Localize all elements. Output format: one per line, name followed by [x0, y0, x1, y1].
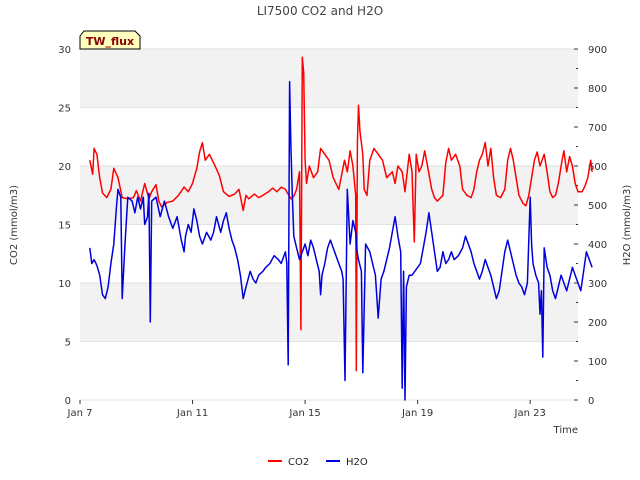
y2-tick-label: 600 [588, 162, 607, 173]
y-tick-label: 30 [58, 45, 71, 56]
x-tick-label: Jan 23 [514, 408, 546, 419]
y-tick-label: 15 [58, 221, 71, 232]
y2-tick-label: 200 [588, 318, 607, 329]
x-tick-label: Jan 19 [401, 408, 433, 419]
series-line-co2 [89, 56, 593, 372]
legend-label-co2: CO2 [288, 457, 309, 468]
y-tick-label: 10 [58, 279, 71, 290]
grid-band [80, 49, 578, 108]
y-axis-title: CO2 (mmol/m3) [9, 185, 20, 265]
left-axis: 0 5 10 15 20 25 30 [58, 45, 71, 407]
y-tick-label: 0 [65, 396, 71, 407]
y2-tick-label: 700 [588, 123, 607, 134]
legend: CO2 H2O [268, 457, 368, 468]
x-axis-title: Time [553, 425, 578, 436]
x-tick-label: Jan 15 [288, 408, 320, 419]
right-axis: 0 100 200 300 400 500 600 700 800 900 [574, 45, 607, 407]
y2-tick-label: 900 [588, 45, 607, 56]
y2-tick-label: 300 [588, 279, 607, 290]
chart-title: LI7500 CO2 and H2O [257, 4, 383, 18]
y2-tick-label: 100 [588, 357, 607, 368]
y2-tick-label: 500 [588, 201, 607, 212]
grid-band [80, 283, 578, 342]
y2-axis-title: H2O (mmol/m3) [622, 185, 633, 266]
y2-tick-label: 0 [588, 396, 594, 407]
x-tick-label: Jan 11 [176, 408, 208, 419]
y2-tick-label: 800 [588, 84, 607, 95]
y-tick-label: 5 [65, 338, 71, 349]
y-tick-label: 20 [58, 162, 71, 173]
x-axis: Jan 7 Jan 11 Jan 15 Jan 19 Jan 23 [67, 400, 546, 419]
series-line-h2o [89, 81, 593, 401]
annotation-box: TW_flux [79, 30, 141, 50]
x-tick-label: Jan 7 [67, 408, 93, 419]
legend-label-h2o: H2O [346, 457, 368, 468]
grid-band [80, 166, 578, 225]
annotation-label: TW_flux [86, 35, 134, 48]
y2-tick-label: 400 [588, 240, 607, 251]
series-layer [89, 56, 593, 401]
grid-bands [80, 48, 578, 401]
y-tick-label: 25 [58, 104, 71, 115]
